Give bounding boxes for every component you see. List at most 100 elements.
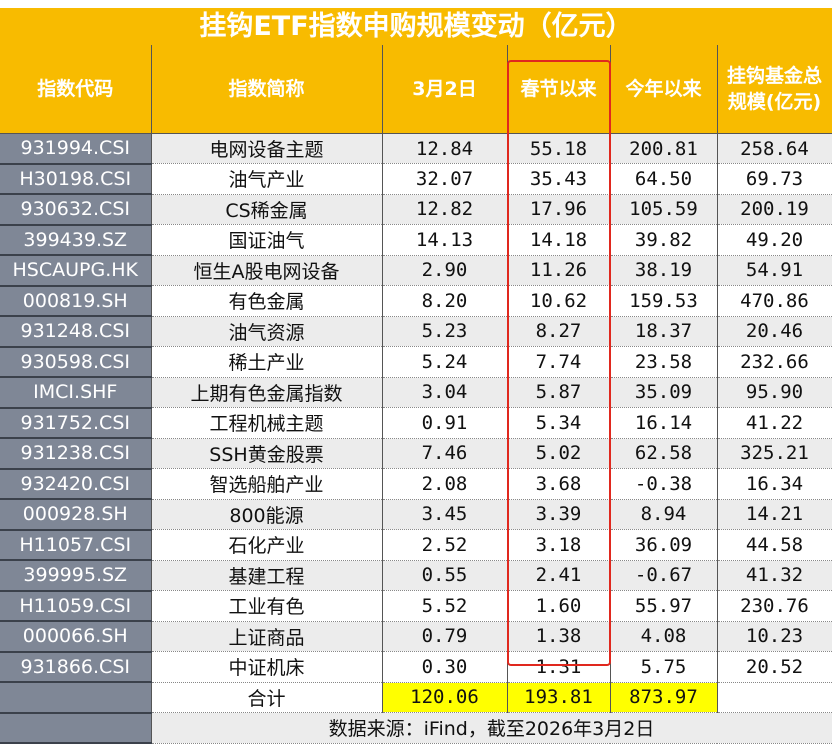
ytd-value: 105.59 bbox=[610, 194, 718, 225]
table-row: 931238.CSI SSH黄金股票 7.46 5.02 62.58 325.21 bbox=[0, 438, 832, 470]
index-code: 000066.SH bbox=[0, 621, 152, 653]
total-value: 120.06 bbox=[382, 682, 508, 713]
ytd-value: 5.75 bbox=[610, 651, 718, 683]
table-row: 931866.CSI 中证机床 0.30 1.31 5.75 20.52 bbox=[0, 651, 832, 683]
index-name: 工业有色 bbox=[151, 590, 383, 622]
fund-size-value: 54.91 bbox=[717, 255, 832, 286]
table-row: 931248.CSI 油气资源 5.23 8.27 18.37 20.46 bbox=[0, 316, 832, 348]
table-row: 399995.SZ 基建工程 0.55 2.41 -0.67 41.32 bbox=[0, 560, 832, 592]
index-code: HSCAUPG.HK bbox=[0, 255, 152, 287]
table-row: H11059.CSI 工业有色 5.52 1.60 55.97 230.76 bbox=[0, 590, 832, 622]
mar2-value: 0.55 bbox=[382, 560, 508, 591]
header-name: 指数简称 bbox=[151, 45, 383, 134]
fund-size-value: 44.58 bbox=[717, 529, 832, 561]
source-row: 数据来源：iFind，截至2026年3月2日 bbox=[0, 712, 832, 744]
table-row: 399439.SZ 国证油气 14.13 14.18 39.82 49.20 bbox=[0, 224, 832, 256]
ytd-value: 23.58 bbox=[610, 346, 718, 378]
table-row: 000066.SH 上证商品 0.79 1.38 4.08 10.23 bbox=[0, 621, 832, 653]
mar2-value: 5.23 bbox=[382, 316, 508, 347]
since-spring-festival-value: 1.31 bbox=[507, 651, 611, 683]
index-code: H30198.CSI bbox=[0, 163, 152, 195]
mar2-value: 0.30 bbox=[382, 651, 508, 683]
table-row: 000928.SH 800能源 3.45 3.39 8.94 14.21 bbox=[0, 499, 832, 531]
ytd-value: 4.08 bbox=[610, 621, 718, 652]
mar2-value: 5.24 bbox=[382, 346, 508, 378]
since-spring-festival-value: 3.18 bbox=[507, 529, 611, 561]
since-spring-festival-value: 35.43 bbox=[507, 163, 611, 195]
mar2-value: 0.91 bbox=[382, 407, 508, 439]
ytd-value: -0.38 bbox=[610, 468, 718, 500]
table-row: H30198.CSI 油气产业 32.07 35.43 64.50 69.73 bbox=[0, 163, 832, 195]
table-row: H11057.CSI 石化产业 2.52 3.18 36.09 44.58 bbox=[0, 529, 832, 561]
mar2-value: 8.20 bbox=[382, 285, 508, 317]
index-code: IMCI.SHF bbox=[0, 377, 152, 409]
since-spring-festival-value: 17.96 bbox=[507, 194, 611, 225]
mar2-value: 5.52 bbox=[382, 590, 508, 622]
table-row: 000819.SH 有色金属 8.20 10.62 159.53 470.86 bbox=[0, 285, 832, 317]
ytd-value: 159.53 bbox=[610, 285, 718, 317]
index-code: H11059.CSI bbox=[0, 590, 152, 622]
mar2-value: 3.45 bbox=[382, 499, 508, 530]
empty-cell bbox=[717, 682, 832, 713]
table-title: 挂钩ETF指数申购规模变动（亿元） bbox=[0, 8, 832, 46]
index-name: 恒生A股电网设备 bbox=[151, 255, 383, 286]
fund-size-value: 20.52 bbox=[717, 651, 832, 683]
index-code: 931866.CSI bbox=[0, 651, 152, 683]
since-spring-festival-value: 5.87 bbox=[507, 377, 611, 408]
index-name: 石化产业 bbox=[151, 529, 383, 561]
table-row: 932420.CSI 智选船舶产业 2.08 3.68 -0.38 16.34 bbox=[0, 468, 832, 500]
mar2-value: 0.79 bbox=[382, 621, 508, 652]
fund-size-value: 10.23 bbox=[717, 621, 832, 652]
since-spring-festival-value: 5.34 bbox=[507, 407, 611, 439]
ytd-value: 38.19 bbox=[610, 255, 718, 286]
since-spring-festival-value: 14.18 bbox=[507, 224, 611, 256]
index-code: H11057.CSI bbox=[0, 529, 152, 561]
mar2-value: 14.13 bbox=[382, 224, 508, 256]
total-row: 合计 120.06 193.81 873.97 bbox=[0, 682, 832, 714]
since-spring-festival-value: 2.41 bbox=[507, 560, 611, 591]
empty-cell bbox=[0, 712, 152, 744]
index-name: 上证商品 bbox=[151, 621, 383, 652]
index-name: 油气资源 bbox=[151, 316, 383, 347]
since-spring-festival-value: 3.39 bbox=[507, 499, 611, 530]
since-spring-festival-value: 10.62 bbox=[507, 285, 611, 317]
index-code: 399995.SZ bbox=[0, 560, 152, 592]
mar2-value: 2.52 bbox=[382, 529, 508, 561]
ytd-value: 36.09 bbox=[610, 529, 718, 561]
since-spring-festival-value: 7.74 bbox=[507, 346, 611, 378]
etf-table: 指数代码 指数简称 3月2日 春节以来 今年以来 挂钩基金总规模(亿元) 931… bbox=[0, 45, 832, 744]
ytd-value: 18.37 bbox=[610, 316, 718, 347]
fund-size-value: 16.34 bbox=[717, 468, 832, 500]
header-ytd: 今年以来 bbox=[610, 45, 718, 134]
table-row: IMCI.SHF 上期有色金属指数 3.04 5.87 35.09 95.90 bbox=[0, 377, 832, 409]
index-name: 基建工程 bbox=[151, 560, 383, 591]
index-name: 中证机床 bbox=[151, 651, 383, 683]
fund-size-value: 41.22 bbox=[717, 407, 832, 439]
header-since-spring-festival: 春节以来 bbox=[507, 45, 611, 134]
since-spring-festival-value: 3.68 bbox=[507, 468, 611, 500]
ytd-value: 64.50 bbox=[610, 163, 718, 195]
mar2-value: 2.90 bbox=[382, 255, 508, 286]
since-spring-festival-value: 1.38 bbox=[507, 621, 611, 652]
total-value: 193.81 bbox=[507, 682, 611, 713]
table-row: 930632.CSI CS稀金属 12.82 17.96 105.59 200.19 bbox=[0, 194, 832, 226]
index-code: 000819.SH bbox=[0, 285, 152, 317]
index-name: 油气产业 bbox=[151, 163, 383, 195]
fund-size-value: 230.76 bbox=[717, 590, 832, 622]
since-spring-festival-value: 1.60 bbox=[507, 590, 611, 622]
source-note: 数据来源：iFind，截至2026年3月2日 bbox=[151, 712, 832, 744]
fund-size-value: 470.86 bbox=[717, 285, 832, 317]
table-row: 931752.CSI 工程机械主题 0.91 5.34 16.14 41.22 bbox=[0, 407, 832, 439]
table-row: HSCAUPG.HK 恒生A股电网设备 2.90 11.26 38.19 54.91 bbox=[0, 255, 832, 287]
fund-size-value: 69.73 bbox=[717, 163, 832, 195]
since-spring-festival-value: 5.02 bbox=[507, 438, 611, 469]
index-code: 399439.SZ bbox=[0, 224, 152, 256]
index-name: 国证油气 bbox=[151, 224, 383, 256]
mar2-value: 32.07 bbox=[382, 163, 508, 195]
mar2-value: 12.82 bbox=[382, 194, 508, 225]
index-name: SSH黄金股票 bbox=[151, 438, 383, 469]
index-code: 931994.CSI bbox=[0, 133, 152, 165]
mar2-value: 3.04 bbox=[382, 377, 508, 408]
header-code: 指数代码 bbox=[0, 45, 152, 134]
empty-cell bbox=[0, 682, 152, 714]
